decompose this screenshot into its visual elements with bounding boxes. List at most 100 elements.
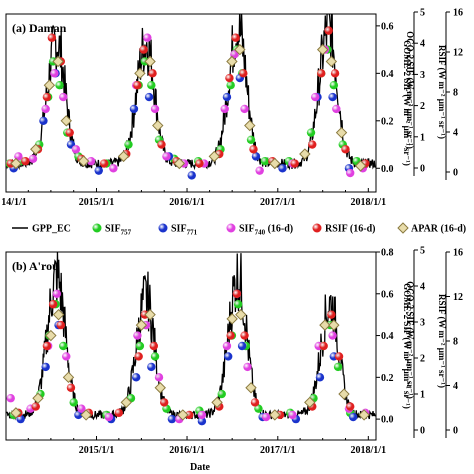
apar-marker xyxy=(52,55,64,68)
rsif-marker xyxy=(149,341,159,351)
sif757-marker xyxy=(59,341,68,351)
apar-marker xyxy=(325,55,338,68)
sif771-marker xyxy=(237,341,247,351)
sif740-marker xyxy=(133,331,142,340)
sif740-marker xyxy=(50,69,59,78)
sif740-marker xyxy=(59,92,68,102)
legend-label-main: GPP_EC xyxy=(32,224,71,235)
rsif-tick-label: 0 xyxy=(453,168,458,179)
legend-label-subscript: 771 xyxy=(187,229,198,237)
rsif-marker xyxy=(148,69,157,78)
sif771-marker xyxy=(129,104,139,114)
rsif-axis-label: RSIF (W m⁻² μm⁻¹ sr⁻¹) xyxy=(437,294,447,388)
rsif-marker xyxy=(327,310,336,319)
sif757-marker xyxy=(233,300,243,309)
sif771-marker xyxy=(315,373,325,382)
apar-marker xyxy=(120,396,132,409)
gome-tick-label: 0.2 xyxy=(381,116,394,127)
apar-marker xyxy=(299,148,311,160)
rsif-tick-label: 12 xyxy=(453,48,463,59)
plot-frame xyxy=(5,251,377,441)
sif757-marker xyxy=(124,140,133,149)
legend-label-subscript: 757 xyxy=(121,229,132,237)
sif740-marker xyxy=(328,331,337,340)
oco-tick-label: 1 xyxy=(420,390,425,401)
sif740-marker xyxy=(28,154,38,163)
legend-label: APAR (16-d) xyxy=(411,224,466,235)
rsif-marker xyxy=(100,159,109,168)
legend-label: SIF740 (16-d) xyxy=(239,224,293,237)
rsif-tick-label: 8 xyxy=(453,88,458,99)
rsif-marker xyxy=(240,331,249,340)
x-tick-label: 2016/1/1 xyxy=(169,445,205,456)
rsif-marker xyxy=(195,159,204,168)
rsif-marker xyxy=(232,289,242,298)
legend-item-sif771: SIF771 xyxy=(158,223,198,237)
rsif-marker xyxy=(226,331,235,340)
apar-marker xyxy=(335,126,348,139)
rsif-marker xyxy=(42,92,52,102)
apar-marker xyxy=(235,308,247,321)
gome-tick-label: 0.0 xyxy=(381,164,394,175)
sif771-marker xyxy=(187,171,196,180)
sif771-marker xyxy=(167,414,177,424)
rsif-tick-label: 0 xyxy=(453,426,458,437)
rsif-marker xyxy=(324,26,333,35)
oco-tick-label: 0 xyxy=(420,426,425,437)
gome-tick-label: 0.6 xyxy=(381,289,394,300)
x-tick-label: 2017/1/1 xyxy=(260,197,296,208)
gpp-ec-line xyxy=(6,14,376,171)
apar-marker xyxy=(173,157,186,170)
legend-item-rsif: RSIF (16-d) xyxy=(312,223,375,235)
rsif-marker xyxy=(139,45,148,54)
sif740-marker xyxy=(104,412,114,422)
sif757-marker xyxy=(306,128,316,137)
rsif-marker xyxy=(31,402,40,411)
gome-tick-label: 0.6 xyxy=(381,21,394,32)
sif740-marker xyxy=(143,33,152,42)
sif740-marker xyxy=(288,410,297,420)
gome-axis-label: GOME-2 SIF (W m⁻² μm⁻¹ sr⁻¹) xyxy=(402,40,412,166)
rsif-marker xyxy=(157,140,166,149)
apar-marker xyxy=(244,119,256,132)
rsif-marker xyxy=(341,145,350,154)
panel-label: (a) Daman xyxy=(12,21,67,35)
rsif-marker xyxy=(249,145,258,154)
gome-tick-label: 0.0 xyxy=(381,415,394,426)
oco-tick-label: 1 xyxy=(420,132,425,143)
sif771-marker xyxy=(223,352,233,361)
sif757-marker xyxy=(260,156,270,166)
rsif-marker xyxy=(66,383,76,392)
apar-marker xyxy=(245,382,257,394)
apar-marker xyxy=(144,55,156,68)
gome-tick-label: 0.4 xyxy=(381,331,394,342)
sif771-marker xyxy=(94,166,103,175)
sif757-marker xyxy=(69,398,78,407)
sif757-marker xyxy=(254,404,263,413)
apar-marker xyxy=(117,150,130,163)
x-tick-label: 2018/1/1 xyxy=(351,445,387,456)
apar-marker xyxy=(338,388,350,400)
x-tick-label: 2015/1/1 xyxy=(79,445,115,456)
sif771-marker xyxy=(278,164,287,173)
apar-marker xyxy=(62,371,75,384)
apar-marker xyxy=(226,313,238,325)
rsif-marker xyxy=(239,69,248,78)
legend-label: GPP_EC xyxy=(32,224,71,235)
apar-marker xyxy=(60,115,72,127)
sif771-marker xyxy=(147,362,156,372)
oco-tick-label: 5 xyxy=(420,8,425,19)
apar-marker xyxy=(52,308,65,321)
apar-marker xyxy=(234,43,246,56)
legend-dot-swatch xyxy=(158,223,168,233)
apar-marker xyxy=(177,409,189,421)
sif740-marker xyxy=(162,152,171,161)
rsif-marker xyxy=(47,33,57,42)
legend-dot-swatch xyxy=(92,223,102,233)
sif740-marker xyxy=(346,168,355,178)
rsif-marker xyxy=(134,352,143,361)
sif740-marker xyxy=(197,410,207,420)
oco-tick-label: 2 xyxy=(420,354,425,365)
rsif-tick-label: 16 xyxy=(453,248,463,259)
sif740-marker xyxy=(261,412,271,422)
